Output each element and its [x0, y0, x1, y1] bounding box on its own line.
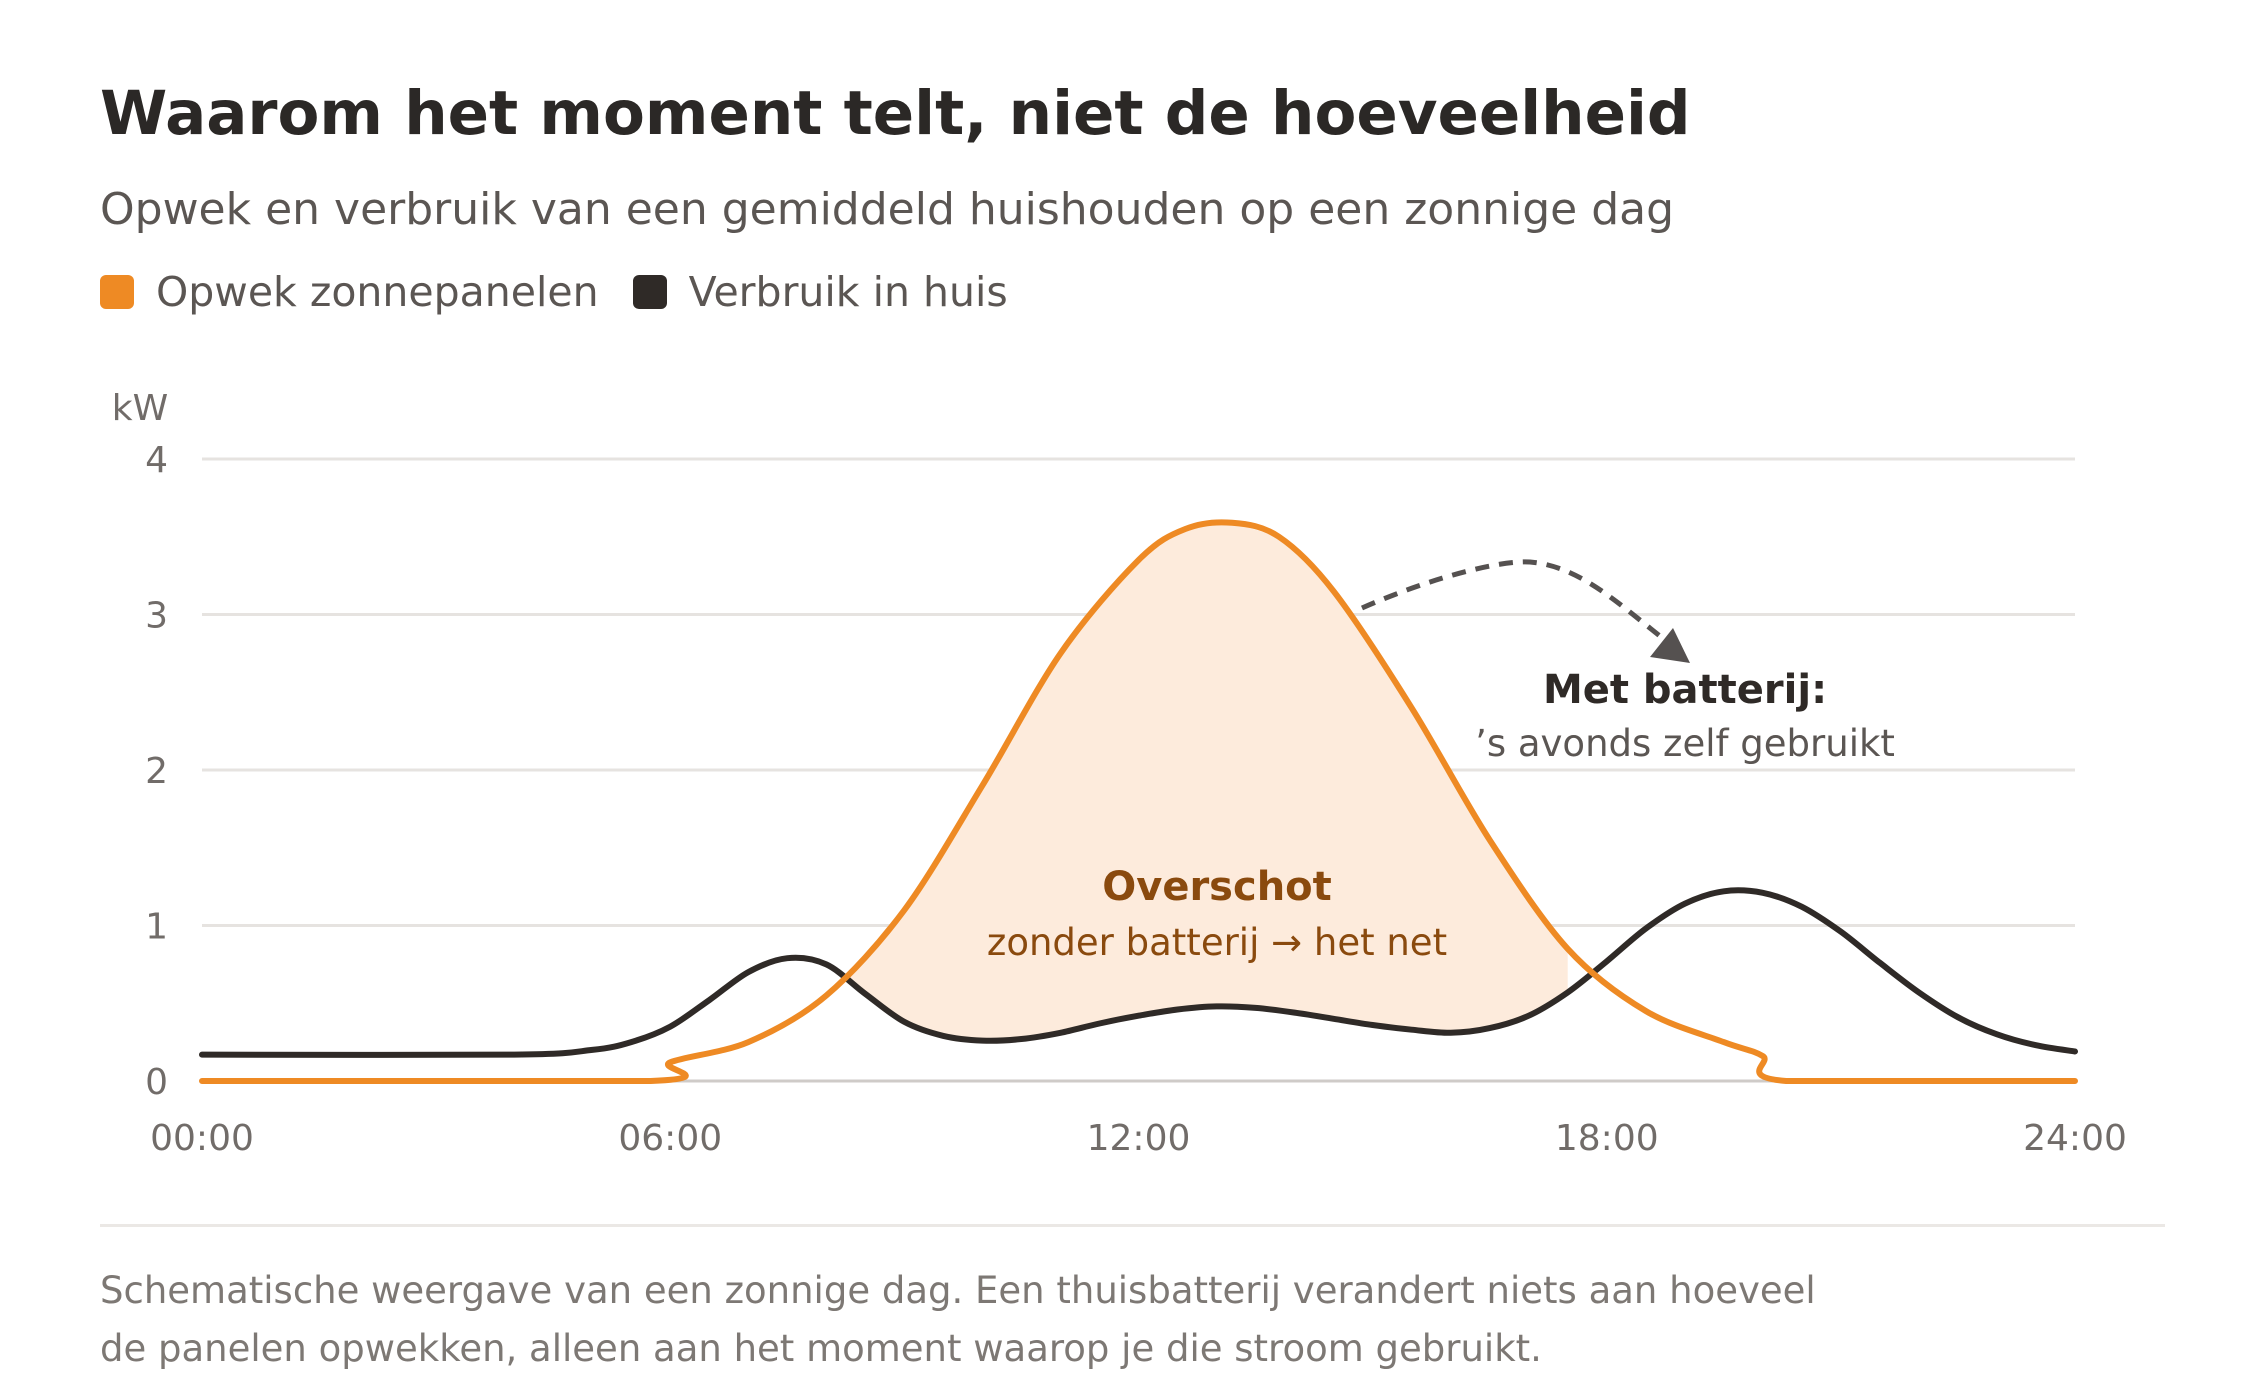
y-axis-unit-label: kW	[112, 388, 168, 429]
y-tick-label-2: 2	[145, 751, 168, 792]
battery-arrow-head-icon	[1650, 628, 1690, 663]
x-tick-label-0600: 06:00	[618, 1118, 722, 1159]
line-chart: 0 1 2 3 4 00:00 06:00 12:00 18:00 24:00 kW Oversc…	[112, 388, 2127, 1159]
annotation-battery-title: Met batterij:	[1543, 667, 1827, 713]
annotation-overschot-subtitle: zonder batterij → het net	[987, 921, 1447, 964]
y-tick-label-0: 0	[145, 1062, 168, 1103]
x-tick-label-1800: 18:00	[1555, 1118, 1659, 1159]
x-tick-label-2400: 24:00	[2023, 1118, 2127, 1159]
legend-item-solar: Opwek zonnepanelen	[100, 268, 599, 316]
chart-legend: Opwek zonnepanelen Verbruik in huis	[100, 268, 1042, 316]
footnote-line-2: de panelen opwekken, alleen aan het mome…	[100, 1327, 1542, 1370]
series-lines	[199, 519, 2078, 1085]
surplus-area-group	[845, 522, 1568, 1041]
footnote-line-1: Schematische weergave van een zonnige da…	[100, 1269, 1816, 1312]
series-line-verbruik	[199, 887, 2078, 1058]
axis-ticks: 0 1 2 3 4 00:00 06:00 12:00 18:00 24:00	[145, 440, 2127, 1159]
annotation-battery-subtitle: ’s avonds zelf gebruikt	[1475, 722, 1895, 765]
y-tick-label-4: 4	[145, 440, 168, 481]
battery-arrow-line	[1360, 559, 1667, 642]
surplus-area	[845, 522, 1568, 1041]
legend-label-consumption: Verbruik in huis	[688, 268, 1008, 316]
y-tick-label-1: 1	[145, 907, 168, 948]
y-tick-label-3: 3	[145, 596, 168, 637]
footer-divider	[100, 1224, 2165, 1227]
legend-item-consumption: Verbruik in huis	[632, 268, 1008, 316]
legend-swatch-solar	[100, 275, 134, 309]
annotation-overschot-title: Overschot	[1102, 864, 1332, 910]
chart-subtitle: Opwek en verbruik van een gemiddeld huis…	[100, 184, 1675, 235]
series-line-opwek	[199, 519, 2078, 1085]
x-tick-label-0000: 00:00	[150, 1118, 254, 1159]
footnote: Schematische weergave van een zonnige da…	[100, 1262, 2000, 1378]
legend-swatch-consumption	[632, 275, 667, 309]
chart-title: Waarom het moment telt, niet de hoeveelh…	[100, 78, 1691, 149]
x-tick-label-1200: 12:00	[1087, 1118, 1191, 1159]
legend-label-solar: Opwek zonnepanelen	[156, 268, 599, 316]
